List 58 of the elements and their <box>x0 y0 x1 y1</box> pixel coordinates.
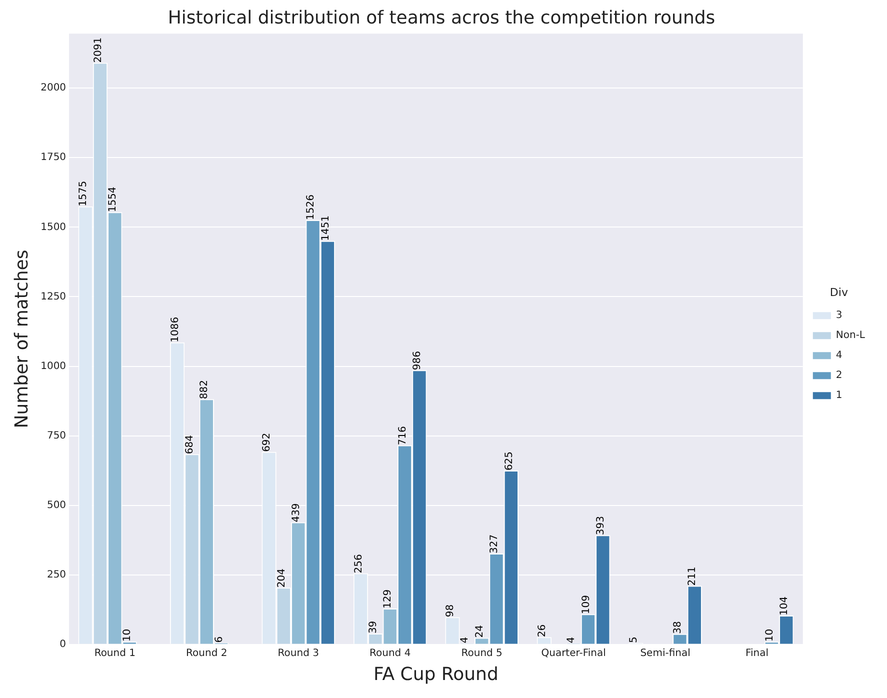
y-tick-label: 1250 <box>40 291 66 302</box>
data-label: 38 <box>672 621 684 634</box>
legend-label: 2 <box>836 370 842 382</box>
data-label: 24 <box>474 624 486 638</box>
legend-label: Non-L <box>836 330 866 342</box>
data-label: 684 <box>184 435 196 454</box>
data-label: 109 <box>580 594 592 614</box>
legend-label: 4 <box>836 350 842 362</box>
data-label: 1575 <box>78 180 90 206</box>
y-tick-label: 1000 <box>40 360 66 372</box>
data-label: 882 <box>199 380 210 400</box>
data-label: 10 <box>764 628 776 642</box>
x-axis-title: FA Cup Round <box>374 664 498 685</box>
x-tick-label: Round 3 <box>278 648 319 659</box>
x-tick-label: Semi-final <box>640 648 690 659</box>
legend-label: 3 <box>836 310 842 322</box>
x-tick-label: Round 4 <box>370 648 411 659</box>
data-label: 716 <box>397 426 408 446</box>
data-label: 625 <box>504 451 515 471</box>
x-tick-label: Quarter-Final <box>541 648 606 659</box>
y-tick-label: 750 <box>46 430 66 442</box>
y-tick-label: 500 <box>46 500 66 511</box>
y-axis-title: Number of matches <box>11 250 32 428</box>
data-label: 439 <box>290 503 302 522</box>
data-label: 1526 <box>306 194 317 220</box>
x-tick-label: Final <box>745 648 769 659</box>
data-label: 39 <box>368 620 380 634</box>
data-label: 393 <box>596 516 607 536</box>
chart-title: Historical distribution of teams acros the competition rounds <box>168 7 716 28</box>
legend-title: Div <box>830 286 848 299</box>
data-label: 4 <box>566 636 578 644</box>
x-tick-label: Round 1 <box>94 648 136 659</box>
data-label: 256 <box>353 554 364 574</box>
data-label: 10 <box>122 628 134 642</box>
data-label: 2091 <box>92 37 104 63</box>
data-label: 1451 <box>320 215 332 241</box>
data-label: 1554 <box>108 186 119 212</box>
data-label: 692 <box>262 432 273 452</box>
y-tick-label: 1750 <box>40 152 66 164</box>
data-label: 204 <box>276 568 288 588</box>
x-tick-label: Round 2 <box>186 648 228 659</box>
y-tick-label: 0 <box>60 638 66 650</box>
data-label: 1086 <box>170 316 181 342</box>
data-label: 6 <box>214 636 225 643</box>
data-label: 5 <box>628 636 640 644</box>
x-tick-label: Round 5 <box>461 648 502 659</box>
data-label: 327 <box>489 534 500 554</box>
data-label: 4 <box>460 636 471 644</box>
data-label: 211 <box>687 566 698 586</box>
data-label: 129 <box>382 589 394 609</box>
data-label: 26 <box>536 624 548 638</box>
data-label: 104 <box>778 596 790 616</box>
y-tick-label: 1500 <box>40 222 66 233</box>
y-tick-label: 2000 <box>40 82 66 94</box>
legend-label: 1 <box>836 390 842 402</box>
data-label: 98 <box>445 604 456 618</box>
y-tick-label: 250 <box>46 569 66 580</box>
data-label: 986 <box>412 351 424 370</box>
